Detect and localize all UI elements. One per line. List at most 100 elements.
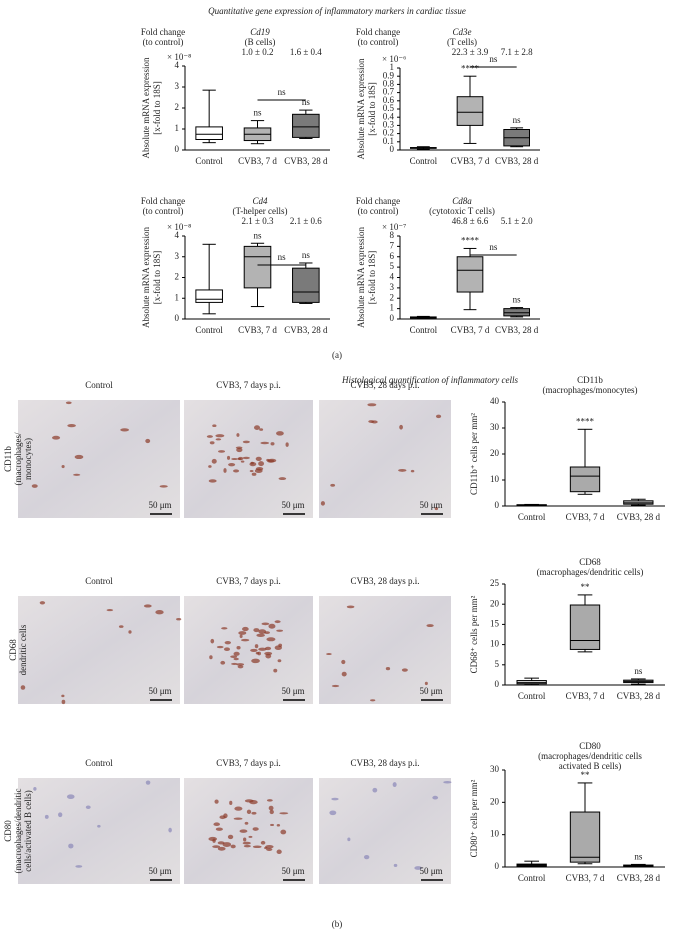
stain — [251, 811, 257, 815]
stain — [217, 846, 226, 851]
stain — [252, 827, 259, 831]
column-label: CVB3, 7 days p.i. — [216, 576, 281, 586]
column-label: Control — [85, 758, 113, 768]
stain — [243, 837, 247, 842]
scale-bar-label: 50 μm — [419, 866, 442, 876]
scale-bar-label: 50 μm — [281, 686, 304, 696]
significance: ns — [634, 851, 643, 861]
stain — [268, 623, 276, 629]
stain — [211, 458, 217, 464]
y-tick-label: 0.9 — [383, 70, 395, 80]
stain — [214, 799, 219, 804]
x-tick-label: Control — [518, 873, 546, 883]
chart-title: CD80 — [579, 741, 601, 751]
row-label: cells/activated B cells) — [23, 790, 33, 871]
stain — [155, 609, 164, 615]
stain — [246, 809, 252, 814]
stain — [443, 780, 452, 784]
fold-label: Fold change — [141, 27, 185, 37]
stain — [253, 628, 260, 633]
stain — [393, 863, 398, 867]
fold-change: 1.6 ± 0.4 — [290, 47, 322, 57]
stain — [240, 460, 245, 463]
y-tick-label: 15 — [490, 618, 500, 628]
y-tick-label: 1 — [390, 303, 395, 313]
stain — [276, 824, 281, 827]
significance: ns — [302, 250, 311, 260]
y-tick-label: 0 — [390, 144, 395, 154]
micrograph — [184, 778, 313, 884]
stain — [252, 845, 262, 849]
y-tick-label: 1 — [390, 62, 395, 72]
comparison-label: ns — [278, 252, 287, 262]
stain — [243, 844, 251, 848]
stain — [145, 438, 151, 444]
chart-subtitle: (macrophages/dendritic cells) — [537, 567, 644, 577]
fold-change: 22.3 ± 3.9 — [452, 47, 489, 57]
stain — [118, 625, 124, 628]
stain — [231, 662, 238, 665]
stain — [234, 806, 243, 811]
y-tick-label: 5 — [495, 659, 500, 669]
stain — [237, 665, 244, 669]
chart-title: CD11b — [577, 375, 603, 385]
stain — [276, 629, 284, 632]
fold-label: Fold change — [356, 196, 400, 206]
row-label: CD68 — [8, 639, 18, 661]
stain — [210, 638, 215, 644]
stain — [39, 601, 46, 605]
stain — [331, 797, 339, 801]
stain — [215, 434, 225, 438]
y-tick-label: 7 — [390, 240, 395, 250]
scale-bar-label: 50 μm — [148, 686, 171, 696]
stain — [249, 469, 254, 473]
axis-multiplier: × 10⁻⁶ — [382, 54, 406, 64]
stain — [75, 865, 83, 868]
x-tick-label: CVB3, 28 d — [617, 873, 661, 883]
stain — [74, 454, 84, 460]
stain — [267, 458, 277, 463]
stain — [367, 403, 377, 407]
micrograph — [18, 400, 180, 518]
x-tick-label: Control — [195, 325, 223, 335]
scale-bar-label: 50 μm — [281, 866, 304, 876]
y-tick-label: 10 — [490, 829, 500, 839]
stain — [206, 435, 213, 438]
stain — [222, 842, 232, 848]
stain — [20, 685, 26, 690]
stain — [248, 835, 253, 838]
stain — [239, 829, 248, 833]
box — [569, 466, 601, 493]
stain — [392, 782, 397, 788]
stain — [241, 638, 250, 642]
panel-label: (a) — [332, 350, 342, 360]
stain — [58, 812, 63, 818]
stain — [242, 841, 251, 845]
stain — [254, 425, 261, 430]
y-tick-label: 1 — [175, 123, 180, 133]
y-tick-label: 20 — [490, 598, 500, 608]
stain — [257, 651, 262, 656]
y-tick-label: 30 — [490, 764, 500, 774]
y-tick-label: 0.6 — [383, 95, 395, 105]
row-label: CD11b — [3, 446, 13, 472]
fold-label: (to control) — [143, 37, 184, 47]
stain — [216, 645, 224, 649]
y-axis-label: [x-fold to 18S] — [367, 82, 377, 136]
stain — [242, 440, 250, 444]
row-label: (macrophages/ — [13, 432, 23, 485]
y-axis-label: Absolute mRNA expression — [356, 58, 366, 159]
significance: ns — [513, 115, 522, 125]
stain — [230, 655, 238, 659]
micrograph — [18, 596, 180, 704]
significance: **** — [461, 63, 480, 73]
stain — [278, 477, 287, 481]
stain — [398, 469, 407, 472]
x-tick-label: CVB3, 7 d — [566, 691, 605, 701]
box — [292, 267, 320, 303]
x-tick-label: CVB3, 28 d — [495, 325, 539, 335]
stain — [261, 622, 270, 626]
row-label: dendritic cells — [18, 624, 28, 675]
scale-bar-label: 50 μm — [148, 500, 171, 510]
stain — [326, 653, 332, 656]
